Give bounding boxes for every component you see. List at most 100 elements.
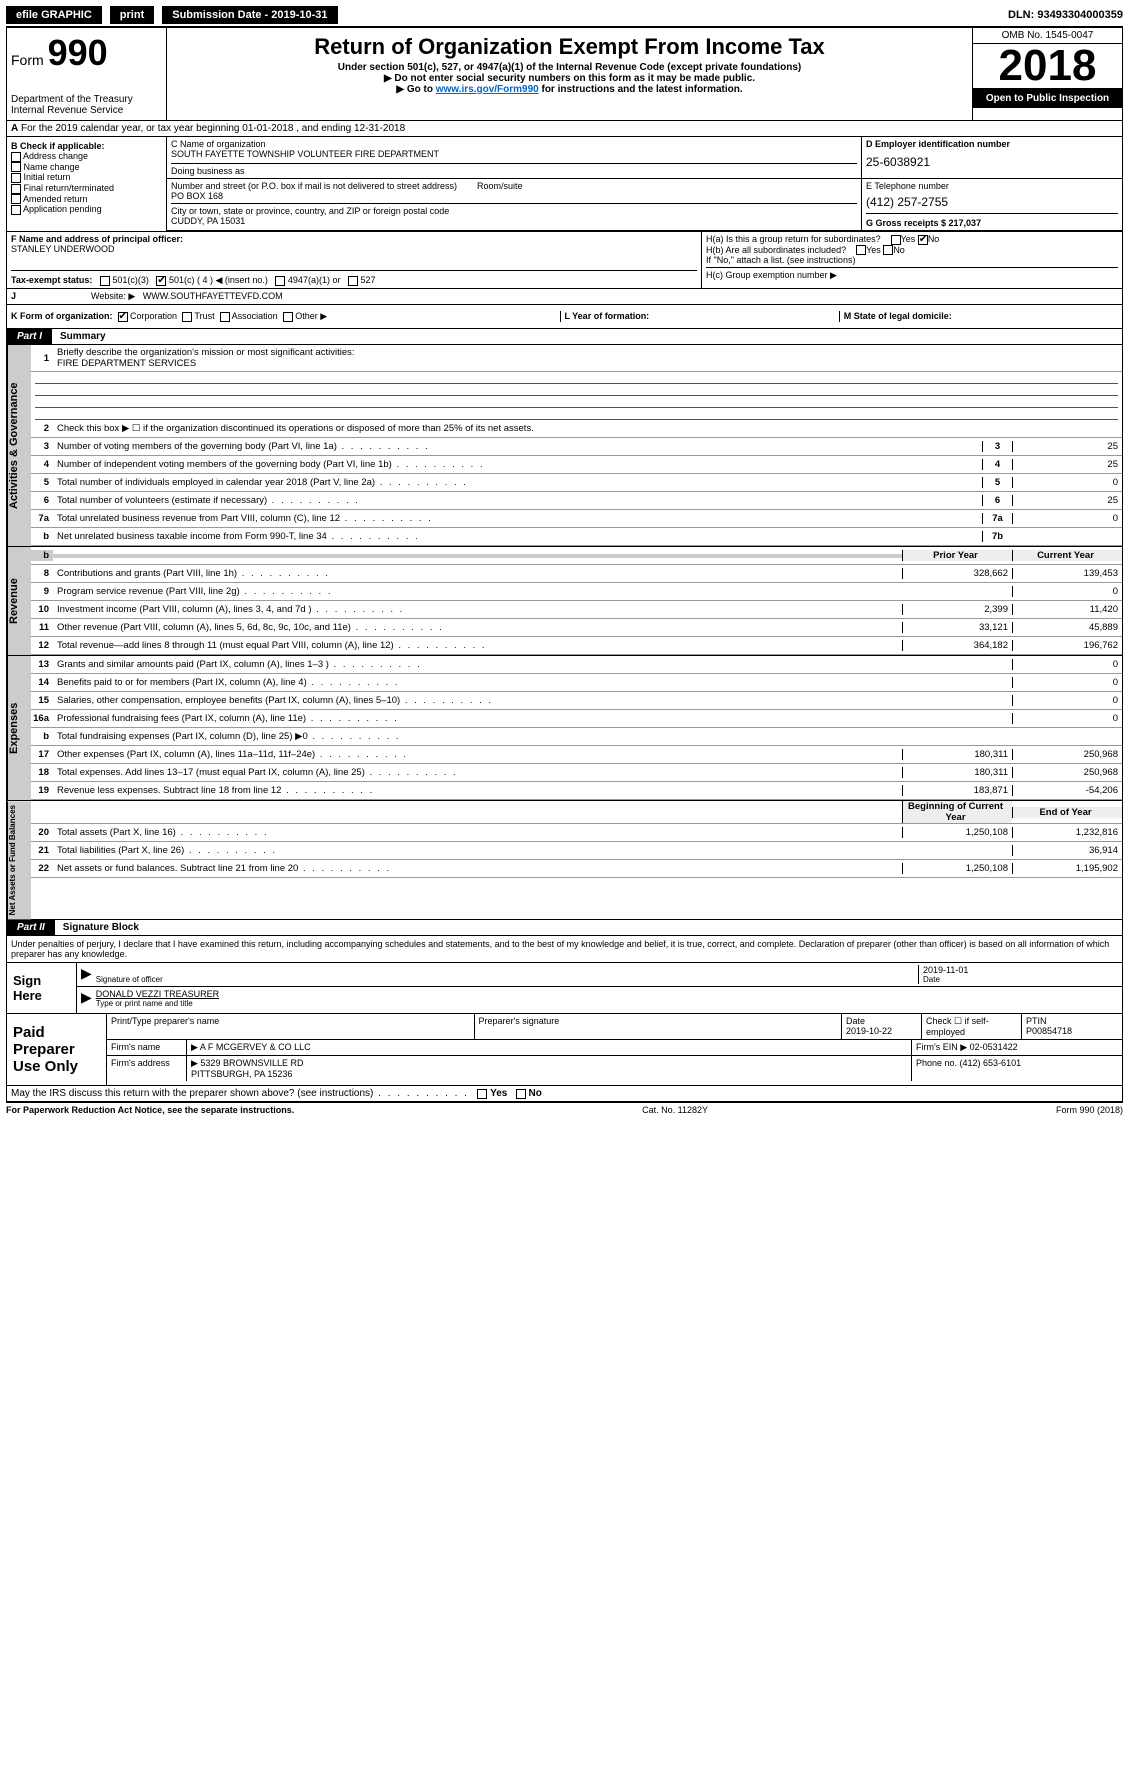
part2-header: Part II Signature Block — [6, 920, 1123, 936]
no-label: No — [928, 234, 940, 244]
revenue-tab: Revenue — [7, 547, 31, 655]
city-value: CUDDY, PA 15031 — [171, 216, 857, 226]
instructions-link[interactable]: www.irs.gov/Form990 — [436, 84, 539, 95]
discontinued-label: Check this box ▶ ☐ if the organization d… — [53, 421, 1122, 436]
beginning-year-hdr: Beginning of Current Year — [902, 801, 1012, 823]
initial-return-label: Initial return — [24, 172, 71, 182]
firm-addr2: PITTSBURGH, PA 15236 — [191, 1069, 292, 1079]
self-employed-hdr: Check ☐ if self-employed — [922, 1014, 1022, 1039]
discuss-no-checkbox[interactable] — [516, 1089, 526, 1099]
hb-label: H(b) Are all subordinates included? — [706, 245, 846, 255]
cat-no: Cat. No. 11282Y — [642, 1105, 708, 1115]
current-year-hdr: Current Year — [1012, 550, 1122, 561]
address-change-label: Address change — [23, 151, 88, 161]
table-row: 9Program service revenue (Part VIII, lin… — [31, 583, 1122, 601]
website-label: Website: ▶ — [91, 291, 135, 301]
tax-exempt-label: Tax-exempt status: — [11, 275, 92, 285]
dept-label: Department of the Treasury — [11, 94, 162, 105]
discuss-yes-checkbox[interactable] — [477, 1089, 487, 1099]
netassets-tab: Net Assets or Fund Balances — [7, 801, 31, 919]
print-button[interactable]: print — [110, 6, 154, 24]
table-row: 13Grants and similar amounts paid (Part … — [31, 656, 1122, 674]
yes-label: Yes — [901, 234, 916, 244]
end-year-hdr: End of Year — [1012, 807, 1122, 818]
ha-no-checkbox[interactable] — [918, 235, 928, 245]
table-row: bNet unrelated business taxable income f… — [31, 528, 1122, 546]
trust-checkbox[interactable] — [182, 312, 192, 322]
blank-line — [35, 384, 1118, 396]
table-row: 5Total number of individuals employed in… — [31, 474, 1122, 492]
table-row: 21Total liabilities (Part X, line 26)36,… — [31, 842, 1122, 860]
officer-name: STANLEY UNDERWOOD — [11, 244, 697, 254]
firm-addr-label: Firm's address — [107, 1056, 187, 1081]
final-return-label: Final return/terminated — [24, 183, 115, 193]
application-pending-checkbox[interactable] — [11, 205, 21, 215]
k-label: K Form of organization: — [11, 311, 113, 321]
527-checkbox[interactable] — [348, 276, 358, 286]
address-change-checkbox[interactable] — [11, 152, 21, 162]
dln-label: DLN: 93493304000359 — [1008, 9, 1123, 21]
table-row: 19Revenue less expenses. Subtract line 1… — [31, 782, 1122, 800]
hb2-label: If "No," attach a list. (see instruction… — [706, 255, 1118, 265]
4947-checkbox[interactable] — [275, 276, 285, 286]
hb-yes-checkbox[interactable] — [856, 245, 866, 255]
address-value: PO BOX 168 — [171, 191, 857, 201]
firm-name-label: Firm's name — [107, 1040, 187, 1055]
revenue-section: Revenue bPrior YearCurrent Year 8Contrib… — [6, 547, 1123, 656]
corp-checkbox[interactable] — [118, 312, 128, 322]
amended-return-label: Amended return — [23, 194, 88, 204]
table-row: 16aProfessional fundraising fees (Part I… — [31, 710, 1122, 728]
part1-num: Part I — [7, 329, 52, 344]
j-label: J — [7, 289, 87, 304]
ha-yes-checkbox[interactable] — [891, 235, 901, 245]
sig-date-label: Date — [923, 975, 1118, 984]
name-change-checkbox[interactable] — [11, 162, 21, 172]
table-row: 12Total revenue—add lines 8 through 11 (… — [31, 637, 1122, 655]
city-label: City or town, state or province, country… — [171, 203, 857, 216]
phone-label: E Telephone number — [866, 181, 1118, 191]
4947-label: 4947(a)(1) or — [288, 275, 341, 285]
netassets-section: Net Assets or Fund Balances Beginning of… — [6, 801, 1123, 920]
501c-label: 501(c) ( 4 ) ◀ (insert no.) — [169, 275, 268, 285]
table-row: 15Salaries, other compensation, employee… — [31, 692, 1122, 710]
part1-header: Part I Summary — [6, 329, 1123, 345]
initial-return-checkbox[interactable] — [11, 173, 21, 183]
no-label3: No — [528, 1088, 541, 1099]
blank-line — [35, 372, 1118, 384]
paid-preparer-label: Paid Preparer Use Only — [7, 1014, 107, 1085]
org-name-label: C Name of organization — [171, 139, 857, 149]
501c3-checkbox[interactable] — [100, 276, 110, 286]
sig-date: 2019-11-01 — [923, 965, 1118, 975]
officer-group-row: F Name and address of principal officer:… — [6, 232, 1123, 289]
submission-date-button[interactable]: Submission Date - 2019-10-31 — [162, 6, 337, 24]
ptin-hdr: PTIN — [1026, 1016, 1047, 1026]
form-ref: Form 990 (2018) — [1056, 1105, 1123, 1115]
part1-title: Summary — [52, 329, 1122, 344]
sign-here-section: Sign Here ▶ Signature of officer2019-11-… — [6, 963, 1123, 1014]
gross-receipts-label: G Gross receipts $ 217,037 — [866, 213, 1118, 228]
irs-label: Internal Revenue Service — [11, 105, 162, 116]
other-checkbox[interactable] — [283, 312, 293, 322]
yes-label2: Yes — [866, 245, 881, 255]
preparer-name-hdr: Print/Type preparer's name — [107, 1014, 475, 1039]
m-label: M State of legal domicile: — [844, 311, 952, 321]
check-applicable-label: B Check if applicable: — [11, 141, 162, 151]
final-return-checkbox[interactable] — [11, 184, 21, 194]
table-row: 17Other expenses (Part IX, column (A), l… — [31, 746, 1122, 764]
501c3-label: 501(c)(3) — [112, 275, 149, 285]
room-label: Room/suite — [477, 181, 523, 191]
table-row: bTotal fundraising expenses (Part IX, co… — [31, 728, 1122, 746]
firm-addr: ▶ 5329 BROWNSVILLE RD — [191, 1058, 303, 1068]
assoc-checkbox[interactable] — [220, 312, 230, 322]
trust-label: Trust — [194, 311, 214, 321]
amended-return-checkbox[interactable] — [11, 194, 21, 204]
mission-value: FIRE DEPARTMENT SERVICES — [57, 358, 196, 369]
blank-line — [35, 396, 1118, 408]
identity-section: B Check if applicable: Address change Na… — [6, 137, 1123, 232]
efile-button[interactable]: efile GRAPHIC — [6, 6, 102, 24]
blank-line — [35, 408, 1118, 420]
yes-label3: Yes — [490, 1088, 507, 1099]
501c-checkbox[interactable] — [156, 276, 166, 286]
hb-no-checkbox[interactable] — [883, 245, 893, 255]
governance-tab: Activities & Governance — [7, 345, 31, 546]
